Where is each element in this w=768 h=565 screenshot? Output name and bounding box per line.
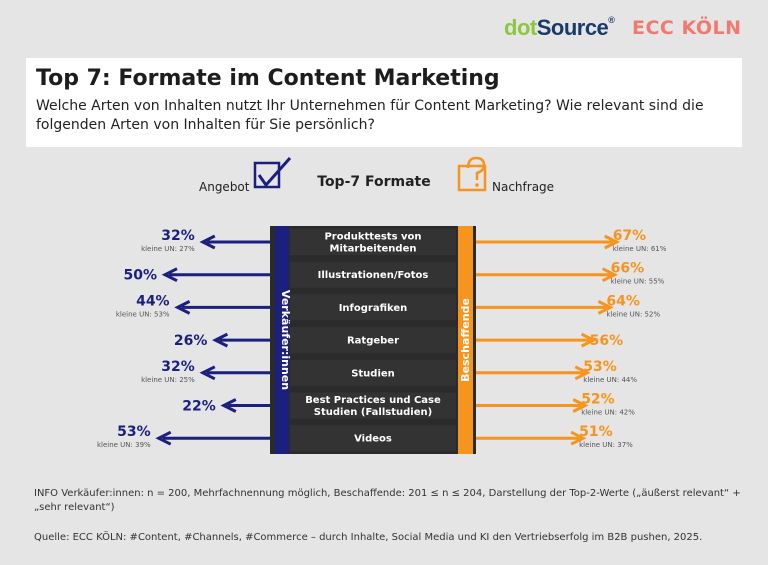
right-note-label: kleine UN: 52%	[606, 310, 660, 318]
format-row	[290, 294, 456, 321]
right-arrowhead	[597, 300, 614, 315]
left-note-label: kleine UN: 25%	[141, 376, 195, 384]
left-value-label: 50%	[123, 268, 157, 284]
format-row	[290, 327, 456, 354]
right-value-label: 67%	[613, 228, 647, 244]
left-axis-bar	[275, 226, 289, 454]
left-arrowhead	[174, 300, 191, 315]
left-value-label: 32%	[161, 228, 195, 244]
format-label: Ratgeber	[347, 336, 399, 347]
question-icon	[457, 156, 487, 192]
left-value-label: 26%	[174, 333, 208, 349]
left-value-label: 32%	[161, 359, 195, 375]
page-subtitle: Welche Arten von Inhalten nutzt Ihr Unte…	[36, 98, 704, 133]
format-label: Produkttests von Mitarbeitenden	[324, 232, 421, 255]
dotsource-logo: dotSource®	[504, 15, 615, 40]
left-value-label: 22%	[182, 399, 216, 415]
page-title: Top 7: Formate im Content Marketing	[36, 66, 500, 91]
format-label: Infografiken	[339, 303, 408, 314]
right-value-label: 51%	[579, 424, 613, 440]
left-arrowhead	[199, 365, 216, 381]
right-arrowhead	[570, 430, 587, 446]
left-arrowhead	[199, 234, 216, 250]
format-label: Studien	[351, 368, 395, 379]
format-label: Videos	[354, 434, 392, 445]
left-note-label: kleine UN: 27%	[141, 245, 195, 253]
left-arrowhead	[212, 332, 229, 348]
left-value-label: 53%	[117, 424, 151, 440]
format-row	[290, 229, 456, 255]
format-label: Illustrationen/Fotos	[318, 270, 429, 281]
right-axis-bar	[458, 226, 473, 454]
right-note-label: kleine UN: 42%	[581, 409, 635, 417]
right-value-label: 52%	[581, 392, 615, 408]
legend-center-label: Top-7 Formate	[317, 174, 431, 190]
right-value-label: 56%	[590, 333, 624, 349]
format-label: Best Practices und Case Studien (Fallstud…	[305, 395, 441, 418]
right-arrowhead	[580, 332, 597, 348]
info-note: INFO Verkäufer:innen: n = 200, Mehrfachn…	[34, 488, 741, 513]
right-value-label: 64%	[606, 293, 640, 309]
left-value-label: 44%	[136, 293, 170, 309]
right-note-label: kleine UN: 61%	[613, 245, 667, 253]
header-box: Top 7: Formate im Content Marketing Welc…	[26, 58, 742, 147]
left-arrowhead	[155, 430, 172, 446]
check-icon	[253, 157, 292, 189]
legend-right-label: Nachfrage	[492, 180, 554, 194]
right-note-label: kleine UN: 44%	[583, 376, 637, 384]
right-arrowhead	[601, 267, 618, 283]
left-arrowhead	[220, 398, 237, 413]
right-arrowhead	[572, 398, 589, 413]
format-row	[290, 392, 456, 419]
left-note-label: kleine UN: 53%	[116, 310, 170, 318]
right-note-label: kleine UN: 55%	[611, 278, 665, 286]
right-value-label: 66%	[611, 261, 645, 277]
legend-left-label: Angebot	[199, 180, 250, 194]
right-axis-label: Beschaffende	[459, 298, 472, 382]
source-note: Quelle: ECC KÖLN: #Content, #Channels, #…	[34, 532, 703, 543]
format-row	[290, 425, 456, 452]
format-row	[290, 261, 456, 288]
left-note-label: kleine UN: 39%	[97, 441, 151, 449]
right-arrowhead	[604, 234, 621, 250]
right-note-label: kleine UN: 37%	[579, 441, 633, 449]
left-axis-label: Verkäufer:innen	[279, 290, 292, 390]
ecc-koeln-logo: ECC KÖLN	[632, 17, 742, 39]
format-row	[290, 359, 456, 386]
right-arrowhead	[574, 365, 591, 381]
left-arrowhead	[161, 267, 178, 283]
right-value-label: 53%	[583, 359, 617, 375]
